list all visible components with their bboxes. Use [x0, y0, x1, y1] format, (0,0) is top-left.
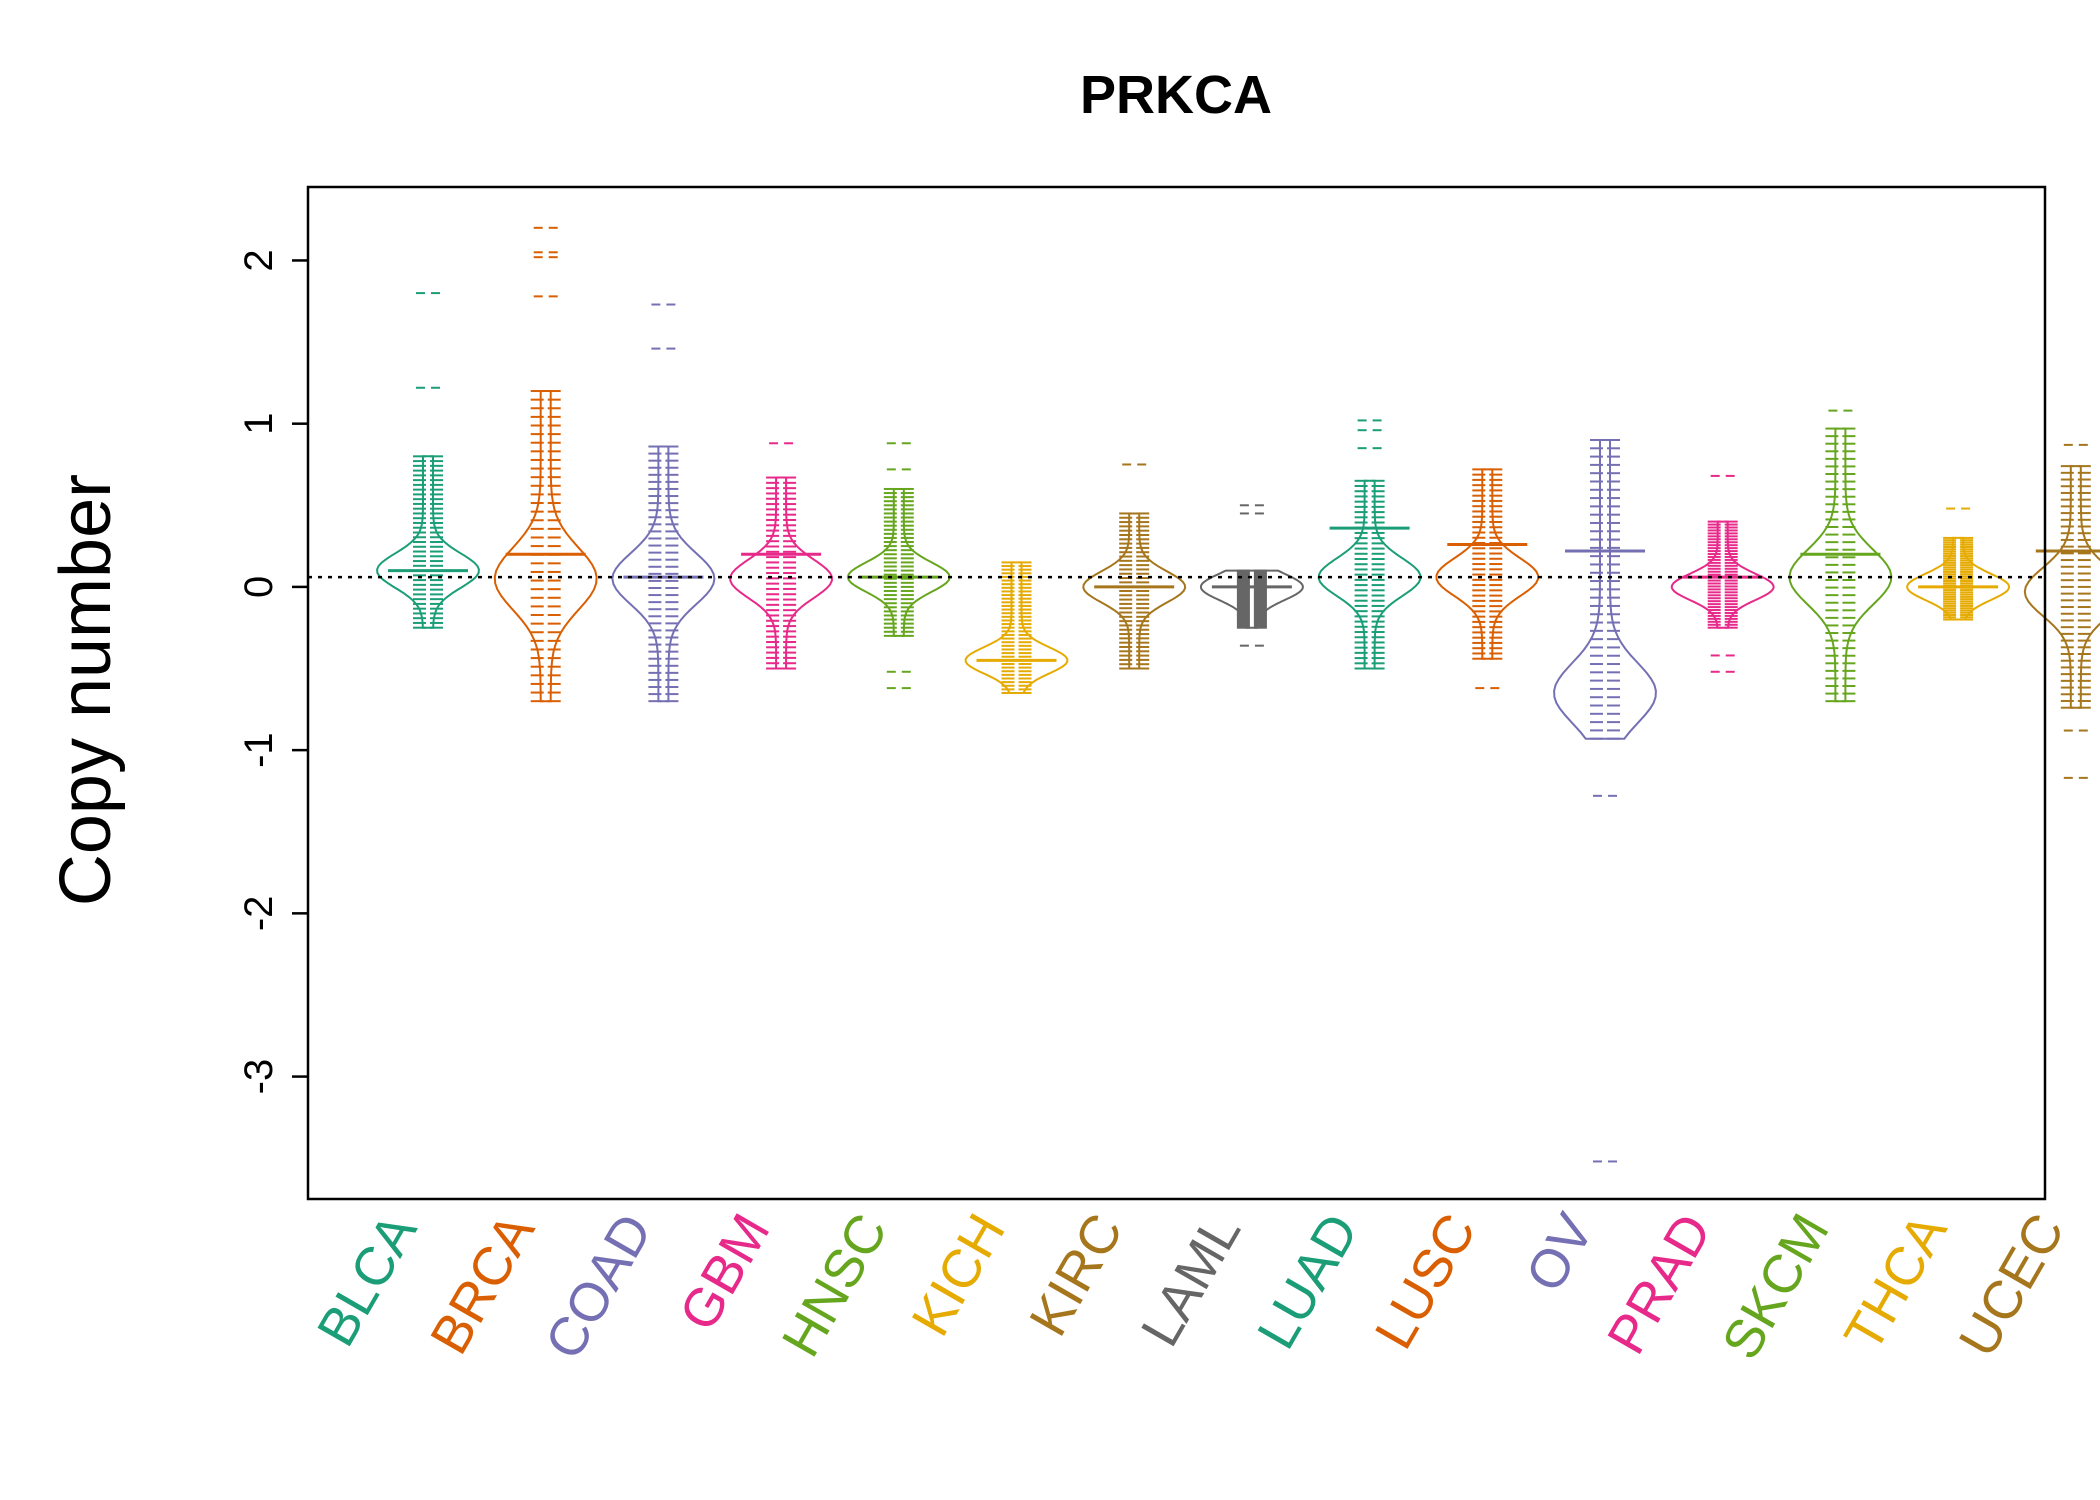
bean-shape — [376, 455, 480, 629]
x-tick-label-lusc: LUSC — [1364, 1204, 1488, 1359]
bean-coad — [611, 303, 716, 703]
bean-shape — [1788, 427, 1893, 703]
bean-kirc — [1082, 463, 1187, 670]
bean-gbm — [729, 442, 833, 670]
y-tick-label: -3 — [237, 1059, 281, 1095]
x-tick-label-ov: OV — [1514, 1204, 1605, 1302]
bean-shape — [1199, 569, 1304, 629]
x-tick-label-kirc: KIRC — [1018, 1204, 1134, 1346]
bean-shape — [493, 390, 598, 703]
y-tick-label: 2 — [237, 249, 281, 271]
bean-ucec — [2023, 443, 2100, 779]
bean-shape — [1670, 520, 1775, 629]
bean-ov — [1553, 439, 1657, 1163]
x-tick-label-brca: BRCA — [419, 1204, 546, 1364]
bean-thca — [1906, 507, 2011, 621]
bean-shape — [1553, 439, 1657, 740]
bean-lusc — [1435, 468, 1540, 690]
bean-shape — [846, 488, 951, 637]
bean-shape — [1435, 468, 1540, 660]
x-tick-label-skcm: SKCM — [1711, 1204, 1841, 1369]
bean-hnsc — [846, 442, 951, 690]
bean-kich — [964, 561, 1069, 694]
bean-shape — [611, 445, 716, 703]
x-tick-label-ucec: UCEC — [1948, 1204, 2076, 1367]
y-tick-label: -1 — [237, 732, 281, 768]
x-tick-label-kich: KICH — [900, 1204, 1016, 1346]
bean-blca — [376, 292, 480, 629]
bean-brca — [493, 226, 598, 703]
y-axis: 2 1 0 -1 -2 -3 — [237, 249, 308, 1094]
chart-title: PRKCA — [1080, 65, 1272, 125]
x-tick-label-gbm: GBM — [668, 1204, 781, 1341]
bean-shape — [1082, 512, 1187, 670]
x-tick-label-blca: BLCA — [306, 1204, 429, 1356]
x-tick-label-laml: LAML — [1130, 1204, 1253, 1356]
y-tick-label: 1 — [237, 413, 281, 435]
bean-skcm — [1788, 409, 1893, 703]
bean-luad — [1317, 419, 1422, 670]
x-tick-label-coad: COAD — [534, 1204, 664, 1369]
plot-area — [308, 226, 2100, 1163]
bean-shape — [1906, 536, 2011, 621]
bean-prad — [1670, 474, 1775, 673]
plot-frame — [306, 185, 2047, 1201]
x-tick-label-prad: PRAD — [1596, 1204, 1723, 1364]
bean-shape — [1317, 479, 1422, 670]
x-tick-label-luad: LUAD — [1246, 1204, 1370, 1359]
y-tick-label: -2 — [237, 896, 281, 932]
x-tick-label-thca: THCA — [1833, 1204, 1958, 1361]
bean-laml — [1199, 504, 1304, 647]
y-tick-label: 0 — [237, 576, 281, 598]
x-tick-label-hnsc: HNSC — [771, 1204, 899, 1367]
y-axis-label: Copy number — [46, 474, 126, 906]
bean-shape — [964, 561, 1069, 694]
bean-shape — [729, 476, 833, 670]
